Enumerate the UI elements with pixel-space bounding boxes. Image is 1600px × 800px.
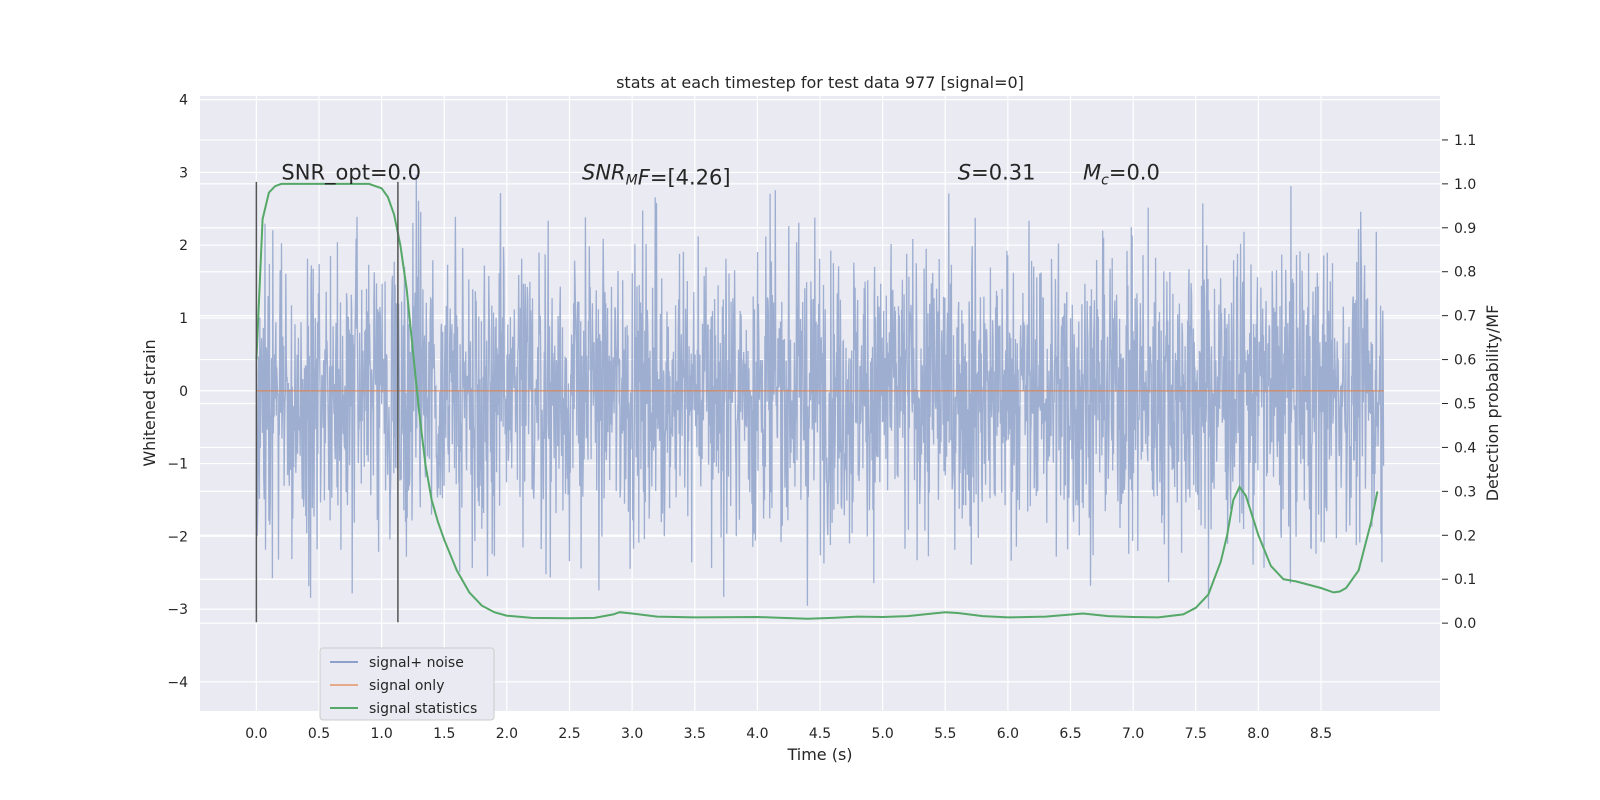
- legend: signal+ noise signal only signal statist…: [319, 647, 495, 721]
- x-tick-label: 8.5: [1310, 726, 1332, 742]
- x-tick-label: 6.0: [997, 726, 1019, 742]
- y-left-tick-label: 0: [179, 384, 188, 400]
- x-tick-label: 2.0: [496, 726, 518, 742]
- x-tick-label: 0.0: [245, 726, 267, 742]
- statistics-trace: [255, 182, 1379, 620]
- x-tick-label: 3.5: [684, 726, 706, 742]
- vertical-markers: [255, 181, 399, 623]
- x-tick-label: 4.5: [809, 726, 831, 742]
- y-axis-left-ticks: −4 −3 −2 −1 0 1 2 3 4: [167, 93, 188, 691]
- legend-box: [319, 647, 495, 721]
- y-left-tick-label: 4: [179, 93, 188, 109]
- y-axis-left-label: Whitened strain: [140, 339, 159, 466]
- y-left-tick-label: −4: [167, 675, 188, 691]
- annotation: SNRMF=[4.26]: [582, 161, 731, 190]
- legend-label-noise: signal+ noise: [369, 655, 464, 671]
- y-axis-right-label: Detection probability/MF: [1483, 305, 1502, 502]
- annotation: SNR_opt=0.0: [281, 161, 421, 186]
- x-tick-label: 8.0: [1247, 726, 1269, 742]
- y-axis-right-ticks: 0.0 0.1 0.2 0.3 0.4 0.5 0.6 0.7 0.8 0.9 1.0 1.1: [1442, 133, 1476, 632]
- noise-line: [255, 174, 1385, 609]
- y-right-tick-label: 0.9: [1454, 221, 1476, 237]
- x-axis-label: Time (s): [786, 745, 852, 764]
- y-right-tick-label: 0.3: [1454, 484, 1476, 500]
- y-right-tick-label: 0.7: [1454, 309, 1476, 325]
- y-right-tick-label: 0.1: [1454, 572, 1476, 588]
- y-left-tick-label: 2: [179, 238, 188, 254]
- legend-label-stats: signal statistics: [369, 701, 477, 717]
- y-right-tick-label: 0.6: [1454, 353, 1476, 369]
- x-tick-label: 7.5: [1185, 726, 1207, 742]
- chart-title: stats at each timestep for test data 977…: [616, 73, 1024, 92]
- x-tick-label: 1.5: [433, 726, 455, 742]
- legend-label-signal: signal only: [369, 678, 444, 694]
- x-axis-ticks: 0.0 0.5 1.0 1.5 2.0 2.5 3.0 3.5 4.0 4.5 5.0 5.5 6.0 6…: [245, 726, 1332, 742]
- annotations: SNR_opt=0.0 SNRMF=[4.26] S=0.31 Mc=0.0: [281, 161, 1159, 190]
- x-tick-label: 5.0: [871, 726, 893, 742]
- x-tick-label: 1.0: [370, 726, 392, 742]
- y-right-tick-label: 0.8: [1454, 265, 1476, 281]
- annotation: Mc=0.0: [1083, 161, 1160, 189]
- y-right-tick-label: 0.4: [1454, 440, 1476, 456]
- x-tick-label: 3.0: [621, 726, 643, 742]
- y-left-tick-label: 1: [179, 311, 188, 327]
- y-right-tick-label: 0.5: [1454, 397, 1476, 413]
- x-tick-label: 7.0: [1122, 726, 1144, 742]
- annotation: S=0.31: [958, 161, 1036, 185]
- y-right-tick-label: 0.2: [1454, 528, 1476, 544]
- x-tick-label: 6.5: [1059, 726, 1081, 742]
- y-left-tick-label: 3: [179, 165, 188, 181]
- y-left-tick-label: −1: [167, 457, 188, 473]
- y-left-tick-label: −2: [167, 529, 188, 545]
- x-tick-label: 5.5: [934, 726, 956, 742]
- y-right-tick-label: 1.1: [1454, 133, 1476, 149]
- y-left-tick-label: −3: [167, 602, 188, 618]
- noise-trace: [255, 174, 1385, 609]
- x-tick-label: 0.5: [308, 726, 330, 742]
- y-right-tick-label: 0.0: [1454, 616, 1476, 632]
- x-tick-label: 2.5: [558, 726, 580, 742]
- statistics-line: [255, 182, 1379, 620]
- y-right-tick-label: 1.0: [1454, 177, 1476, 193]
- x-tick-label: 4.0: [746, 726, 768, 742]
